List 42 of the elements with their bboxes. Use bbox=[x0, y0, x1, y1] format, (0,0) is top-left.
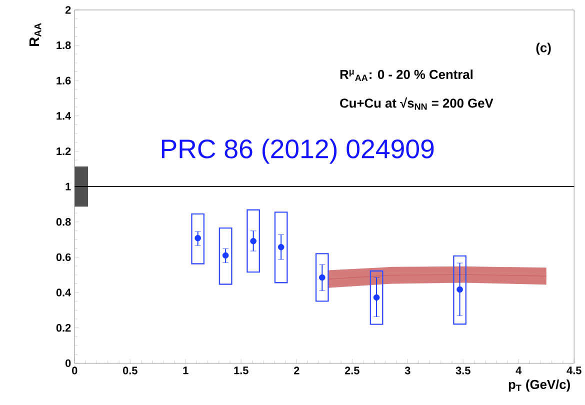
y-tick-label: 1.6 bbox=[56, 76, 71, 84]
x-tick-label: 1.5 bbox=[234, 366, 248, 374]
x-tick-label: 4 bbox=[516, 366, 522, 374]
bar bbox=[191, 213, 205, 264]
bar bbox=[453, 255, 466, 325]
y-tick-label: 1 bbox=[66, 182, 71, 190]
bar bbox=[370, 270, 384, 325]
point bbox=[373, 294, 380, 301]
y-tick-label: 0 bbox=[66, 359, 71, 368]
point bbox=[194, 234, 202, 242]
annotation: PRC 86 (2012) 024909 bbox=[162, 138, 434, 164]
x-tick-label: 2.5 bbox=[344, 366, 360, 374]
bar bbox=[246, 209, 260, 273]
y-tick-label: 0.2 bbox=[56, 324, 71, 332]
point bbox=[250, 238, 257, 244]
x-tick-label: 3 bbox=[404, 366, 410, 374]
x-tick-label: 4.5 bbox=[566, 366, 582, 374]
annotation: (c) bbox=[536, 42, 551, 55]
x-tick-label: 0.5 bbox=[122, 366, 138, 374]
x-tick-label: 3.5 bbox=[456, 366, 470, 374]
bar bbox=[315, 253, 329, 302]
y-tick-label: 1.4 bbox=[56, 112, 72, 120]
y-tick-label: 1.2 bbox=[56, 147, 71, 156]
point bbox=[456, 286, 463, 293]
y-tick-label: 0.6 bbox=[56, 253, 71, 262]
point bbox=[318, 274, 326, 281]
point bbox=[278, 244, 284, 250]
bar bbox=[218, 227, 232, 285]
point bbox=[222, 252, 229, 259]
annotation: R$^{μ}$$_{AA}$: 0 - 20 % Central bbox=[340, 70, 472, 82]
x-axis-title: p$_{T}$ (GeV/c) bbox=[508, 380, 570, 392]
x-tick-label: 1 bbox=[183, 366, 188, 374]
x-tick-label: 0 bbox=[72, 366, 78, 374]
y-axis-title: R$_{AA}$ bbox=[29, 23, 42, 46]
bar bbox=[74, 166, 88, 207]
y-tick-label: 0.4 bbox=[56, 288, 72, 296]
y-tick-label: 2 bbox=[65, 6, 71, 14]
y-tick-label: 1.8 bbox=[56, 41, 71, 50]
bar bbox=[274, 212, 288, 284]
x-tick-label: 2 bbox=[294, 366, 300, 374]
y-tick-label: 0.8 bbox=[56, 218, 71, 226]
annotation: Cu+Cu at √s$_{NN}$ = 200 GeV bbox=[340, 97, 494, 110]
